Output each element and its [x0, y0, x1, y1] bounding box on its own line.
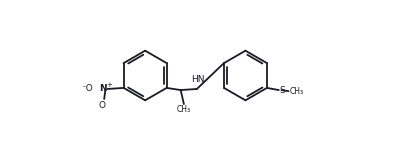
Text: CH₃: CH₃ — [177, 105, 191, 114]
Text: +: + — [106, 82, 112, 88]
Text: N: N — [99, 84, 107, 93]
Text: HN: HN — [191, 75, 204, 84]
Text: ⁻O: ⁻O — [82, 84, 93, 93]
Text: O: O — [99, 101, 106, 110]
Text: S: S — [280, 86, 285, 95]
Text: CH₃: CH₃ — [289, 87, 304, 96]
